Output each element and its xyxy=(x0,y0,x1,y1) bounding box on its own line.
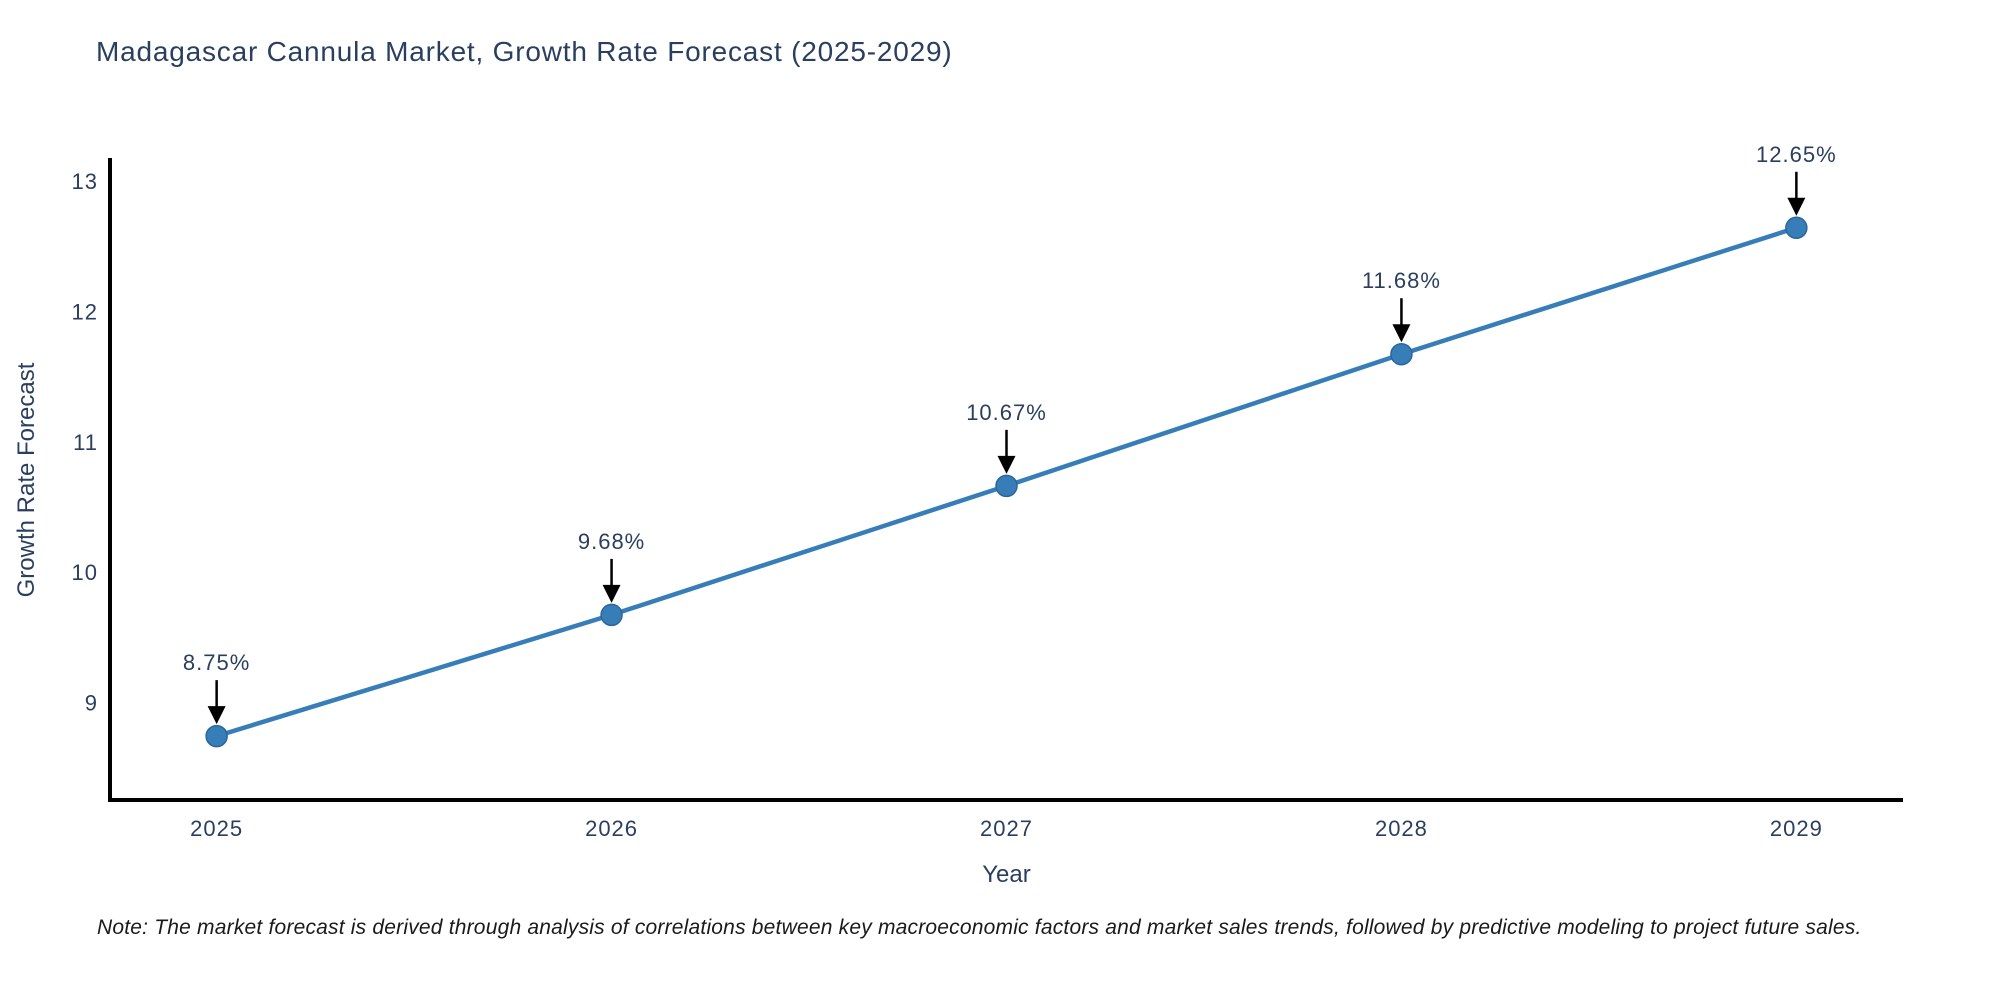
annotation-arrowhead xyxy=(1787,197,1806,216)
point-annotation: 11.68% xyxy=(1362,268,1441,293)
x-tick-label: 2029 xyxy=(1770,816,1823,841)
x-tick-label: 2026 xyxy=(585,816,638,841)
data-point-marker xyxy=(995,474,1018,498)
point-annotation: 12.65% xyxy=(1756,142,1837,167)
annotation-arrowhead xyxy=(997,455,1016,474)
chart-title: Madagascar Cannula Market, Growth Rate F… xyxy=(96,36,953,67)
annotation-arrowhead xyxy=(1392,324,1411,343)
y-tick-label: 10 xyxy=(72,560,98,585)
point-annotation: 9.68% xyxy=(578,529,645,554)
data-point-marker xyxy=(600,603,623,627)
x-tick-label: 2027 xyxy=(980,816,1033,841)
y-tick-label: 12 xyxy=(72,300,98,325)
point-annotation: 10.67% xyxy=(966,400,1047,425)
annotation-arrowhead xyxy=(207,706,226,725)
data-point-marker xyxy=(205,724,228,748)
point-annotation: 8.75% xyxy=(183,650,250,675)
y-tick-label: 13 xyxy=(72,169,98,194)
footnote: Note: The market forecast is derived thr… xyxy=(97,916,1862,939)
y-tick-label: 9 xyxy=(85,691,98,716)
data-point-marker xyxy=(1785,216,1808,240)
y-axis-title: Growth Rate Forecast xyxy=(13,362,40,597)
y-tick-label: 11 xyxy=(73,430,98,455)
annotation-arrowhead xyxy=(602,584,621,603)
x-axis-title: Year xyxy=(982,861,1031,888)
x-tick-label: 2028 xyxy=(1375,816,1428,841)
x-tick-label: 2025 xyxy=(190,816,243,841)
data-point-marker xyxy=(1390,342,1413,366)
